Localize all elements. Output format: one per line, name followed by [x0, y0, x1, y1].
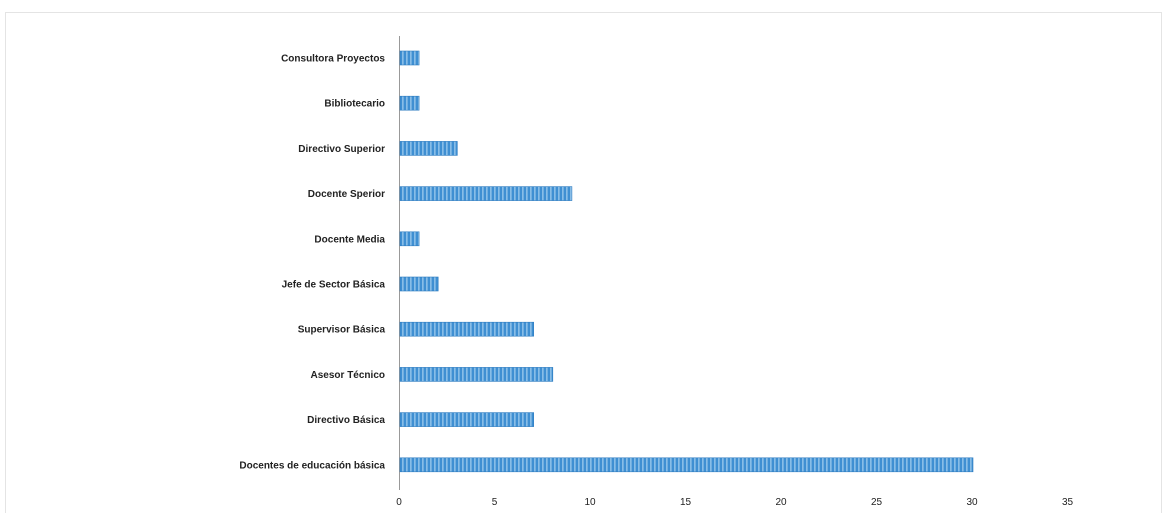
chart-border: [5, 12, 1162, 513]
category-label: Docentes de educación básica: [239, 460, 385, 471]
category-label: Directivo Básica: [307, 415, 385, 426]
category-label: Directivo Superior: [298, 144, 385, 155]
x-tick-label: 5: [492, 497, 498, 508]
category-label: Docente Sperior: [308, 189, 385, 200]
x-tick-label: 20: [775, 497, 787, 508]
bar: [399, 141, 458, 156]
x-tick-label: 35: [1062, 497, 1074, 508]
bar: [399, 95, 420, 111]
bar: [399, 50, 420, 66]
bar: [399, 231, 420, 247]
x-tick-label: 15: [680, 497, 692, 508]
x-tick-label: 10: [584, 497, 596, 508]
bar: [399, 367, 554, 382]
x-tick-label: 25: [871, 497, 883, 508]
category-label: Jefe de Sector Básica: [282, 280, 386, 291]
bar: [399, 276, 439, 292]
category-label: Consultora Proyectos: [281, 54, 385, 65]
bar: [399, 321, 534, 337]
x-tick-label: 0: [396, 497, 402, 508]
category-label: Supervisor Básica: [298, 325, 386, 336]
category-label: Asesor Técnico: [311, 370, 385, 381]
bar: [399, 457, 974, 473]
bar: [399, 412, 534, 427]
category-label: Bibliotecario: [324, 99, 385, 110]
category-label: Docente Media: [314, 234, 385, 245]
x-tick-label: 30: [966, 497, 978, 508]
plot-area: Consultora Proyectos Bibliotecario Directi…: [5, 12, 1162, 513]
bar: [399, 186, 573, 201]
